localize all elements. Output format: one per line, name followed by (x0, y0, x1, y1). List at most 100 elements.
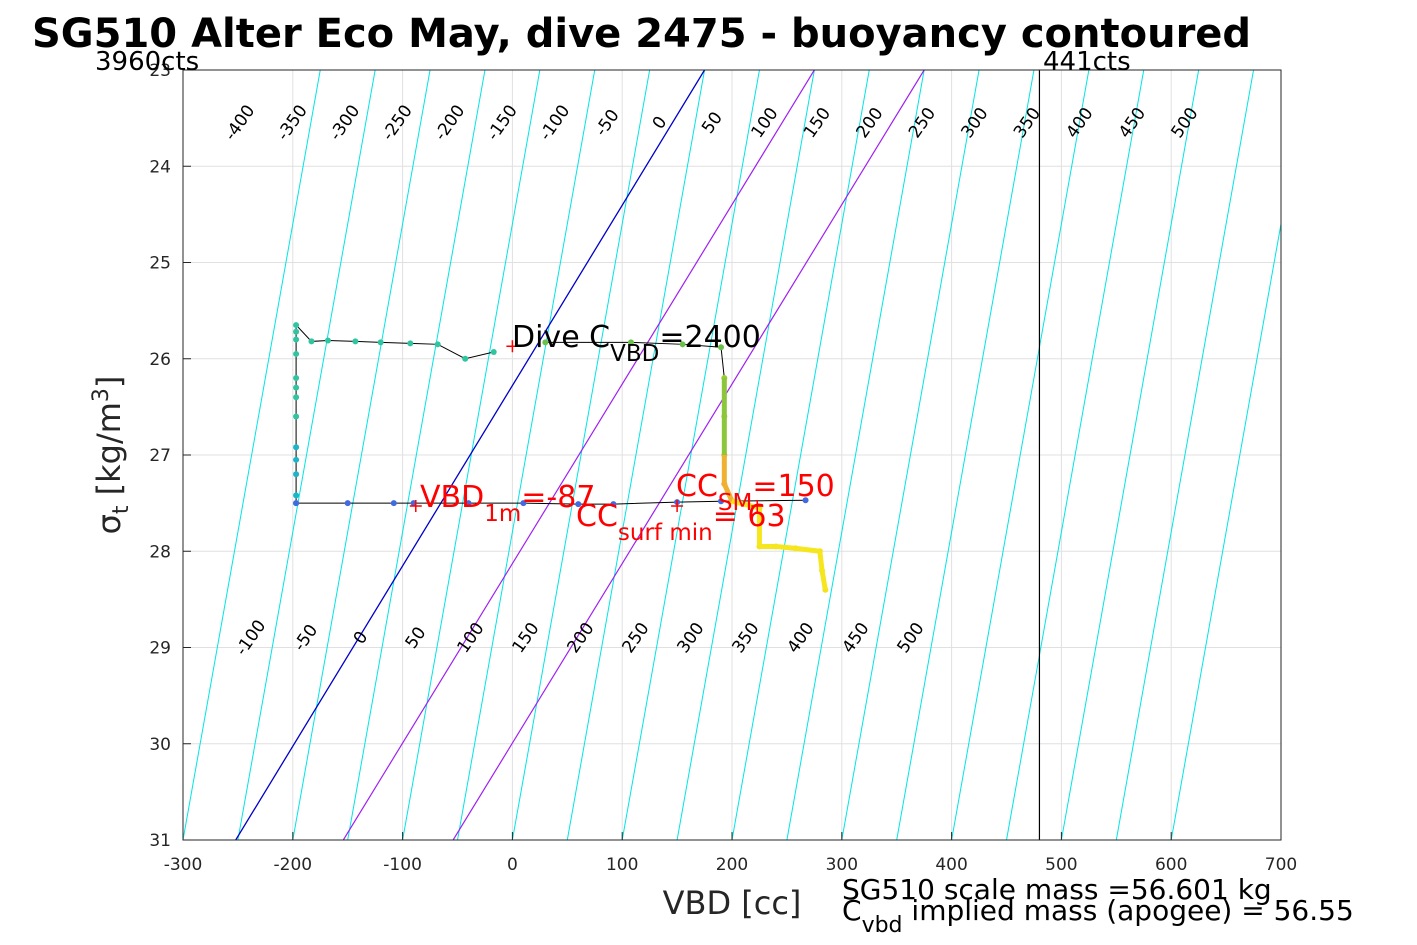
track-point (308, 338, 315, 345)
contour-line (1115, 70, 1255, 840)
contour-label-bottom: 300 (674, 619, 709, 657)
vbd-1m-annotation: VBD1m=-87 (420, 480, 595, 527)
dive-c-vbd-annotation: Dive CVBD=2400 (512, 320, 761, 367)
contour-line (457, 70, 596, 840)
data-tracks (293, 322, 829, 593)
implied-mass-text: Cvbd implied mass (apogee) = 56.55 (842, 894, 1354, 938)
corner-label-left: 3960cts (95, 47, 199, 77)
track-point (377, 339, 384, 346)
track-point (352, 338, 359, 345)
contour-line (1170, 221, 1281, 840)
magenta-contour-line (342, 70, 815, 840)
contour-line (621, 70, 760, 840)
track-point (293, 350, 300, 357)
contour-line (676, 70, 815, 840)
cc-surf-min-annotation: CCsurf min= 63 (576, 499, 786, 546)
x-tick-label: -100 (383, 855, 422, 875)
x-tick-label: 700 (1265, 855, 1297, 875)
track-point (293, 394, 300, 401)
contour-line (896, 70, 1035, 840)
y-tick-label: 27 (149, 446, 171, 466)
y-tick-label: 31 (149, 831, 171, 851)
track-point (718, 344, 725, 351)
contour-line (841, 70, 980, 840)
grid (182, 69, 1282, 841)
y-tick-label: 26 (149, 350, 171, 370)
contour-label-top: -150 (483, 101, 522, 144)
track-point (293, 471, 300, 478)
contour-label-top: -50 (591, 106, 623, 140)
contour-label-bottom: 500 (894, 619, 929, 657)
contour-labels: -400 -350 -300 -250 -200 -150 -100 -50 0 50 100 150… (221, 101, 1203, 659)
contour-label-bottom: 450 (839, 619, 874, 657)
contour-label-top: -100 (536, 101, 575, 144)
contour-line (292, 70, 431, 840)
contour-line (786, 70, 925, 840)
apogee-segment (795, 545, 821, 554)
contour-label-top: -350 (273, 101, 312, 144)
track-point (390, 500, 397, 507)
contour-line (1060, 70, 1200, 840)
x-tick-label: 500 (1045, 855, 1077, 875)
track-point (344, 500, 351, 507)
x-tick-label: 300 (826, 855, 858, 875)
track-point (718, 498, 725, 505)
x-tick-label: -300 (164, 855, 203, 875)
y-tick-label: 29 (149, 639, 171, 659)
contour-line (347, 70, 486, 840)
track-point (293, 336, 300, 343)
apogee-segment (722, 482, 735, 503)
y-tick-label: 30 (149, 735, 171, 755)
contour-label-top: -300 (326, 101, 365, 144)
x-tick-label: 100 (606, 855, 638, 875)
apogee-segment (731, 498, 761, 511)
x-axis-label: VBD [cc] (663, 884, 802, 922)
track-point (293, 384, 300, 391)
scale-mass-text: SG510 scale mass =56.601 kg (842, 873, 1272, 906)
x-tick-label: 0 (507, 855, 518, 875)
markers (409, 340, 764, 513)
contour-label-top: -250 (378, 101, 417, 144)
contour-label-bottom: 150 (509, 619, 544, 657)
contour-label-top: 50 (698, 108, 727, 137)
contour-label-top: 450 (1115, 104, 1150, 142)
contour-label-top: 400 (1063, 104, 1098, 142)
x-tick-label: 400 (935, 855, 967, 875)
contour-label-bottom: -50 (290, 621, 322, 655)
track-point (434, 341, 441, 348)
contour-line (951, 70, 1090, 840)
track-point (679, 341, 686, 348)
contour-label-bottom: 250 (619, 619, 654, 657)
track-point (293, 492, 300, 499)
track-point (293, 444, 300, 451)
corner-label-right: 441cts (1043, 47, 1131, 77)
contour-label-bottom: 400 (784, 619, 819, 657)
axes: -300 -200 -100 0 100 200 300 400 500 600 700242526… (149, 61, 1297, 875)
track-point (293, 375, 300, 381)
track-point (575, 501, 582, 508)
contour-line (566, 70, 706, 840)
magenta-contour-line (452, 70, 925, 840)
contour-label-top: -400 (221, 101, 260, 144)
contour-label-top: -200 (431, 101, 470, 144)
track-point (407, 340, 414, 347)
neutral-buoyancy-line (235, 70, 706, 840)
track-point (293, 456, 300, 463)
cc-sm-annotation: CCSM=150 (676, 469, 835, 516)
track-point (462, 355, 469, 362)
track-line (295, 323, 494, 504)
track-point (802, 497, 809, 504)
y-tick-label: 25 (149, 254, 171, 274)
y-tick-label: 24 (149, 157, 171, 177)
track-point (293, 328, 300, 335)
contour-label-top: 300 (958, 104, 993, 142)
contour-label-top: 500 (1168, 104, 1203, 142)
contour-label-bottom: -100 (232, 616, 271, 659)
contour-label-bottom: 350 (729, 619, 764, 657)
track-point (293, 500, 300, 507)
contour-line (237, 70, 376, 840)
x-tick-label: 200 (716, 855, 748, 875)
y-axis-label: σt [kg/m3] (89, 376, 134, 535)
